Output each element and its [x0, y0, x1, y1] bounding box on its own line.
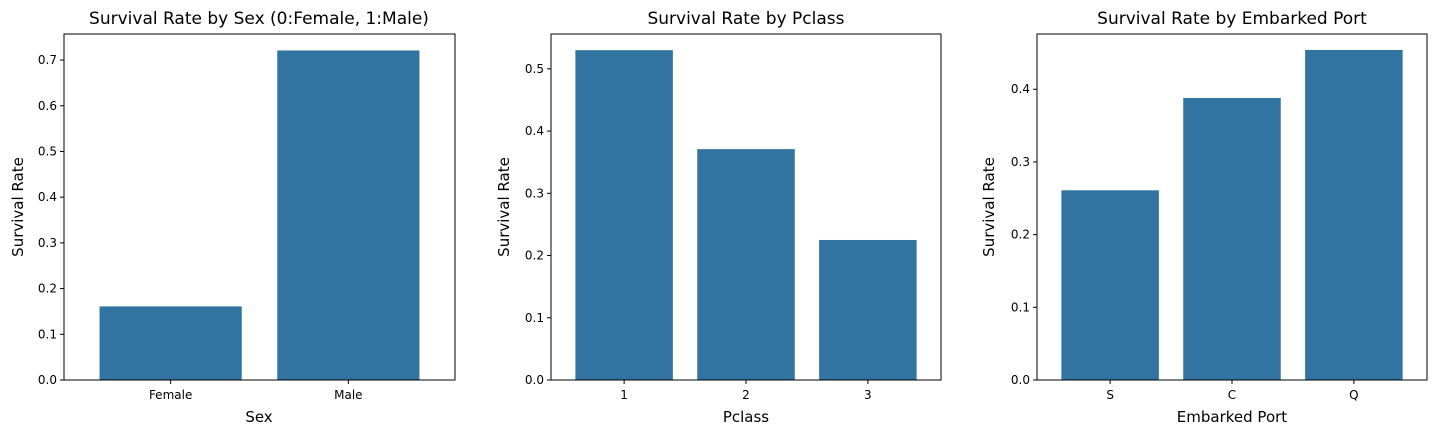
chart-title: Survival Rate by Sex (0:Female, 1:Male) — [89, 9, 429, 29]
bar — [1061, 190, 1159, 380]
bar — [819, 239, 917, 380]
chart-title: Survival Rate by Pclass — [647, 9, 844, 29]
y-tick-label: 0.6 — [38, 99, 57, 113]
chart-title: Survival Rate by Embarked Port — [1097, 9, 1367, 29]
y-tick-label: 0.1 — [38, 327, 57, 341]
plot-area: Female Male 0.0 0.1 0.2 0.3 0.4 0.5 0.6 0.7 — [38, 33, 456, 402]
bar — [1183, 97, 1281, 380]
y-axis-label: Survival Rate — [495, 157, 513, 257]
y-tick-label: 0.0 — [1011, 373, 1030, 387]
y-tick-label: 0.1 — [1011, 300, 1030, 314]
axes-frame — [550, 33, 942, 381]
x-tick-label: S — [1106, 388, 1114, 402]
plot-area: 1 2 3 0.0 0.1 0.2 0.3 0.4 0.5 — [525, 33, 942, 402]
y-tick-label: 0.3 — [38, 236, 57, 250]
x-tick-label: Q — [1349, 388, 1358, 402]
x-tick-label: Female — [149, 388, 192, 402]
x-axis-label: Sex — [245, 408, 272, 426]
x-axis-label: Pclass — [723, 408, 769, 426]
y-tick-label: 0.5 — [525, 62, 544, 76]
bar — [697, 149, 795, 380]
y-tick-label: 0.4 — [525, 124, 544, 138]
x-axis-label: Embarked Port — [1177, 408, 1287, 426]
y-tick-label: 0.2 — [1011, 228, 1030, 242]
x-tick-label: C — [1228, 388, 1236, 402]
bar — [99, 306, 242, 380]
axes-frame — [63, 33, 456, 381]
y-tick-label: 0.2 — [38, 282, 57, 296]
chart-sex: Survival Rate by Sex (0:Female, 1:Male) … — [9, 9, 456, 426]
bar — [277, 50, 420, 380]
y-tick-label: 0.5 — [38, 144, 57, 158]
chart-embarked: Survival Rate by Embarked Port Embarked … — [980, 9, 1428, 426]
y-tick-label: 0.3 — [525, 186, 544, 200]
y-tick-label: 0.2 — [525, 249, 544, 263]
y-axis-label: Survival Rate — [9, 157, 27, 257]
y-tick-label: 0.4 — [38, 190, 57, 204]
y-tick-label: 0.1 — [525, 311, 544, 325]
y-tick-label: 0.4 — [1011, 82, 1030, 96]
axes-frame — [1036, 33, 1428, 381]
y-tick-label: 0.0 — [525, 373, 544, 387]
x-tick-label: Male — [334, 388, 362, 402]
bar — [1305, 49, 1403, 381]
x-tick-label: 3 — [864, 388, 872, 402]
chart-pclass: Survival Rate by Pclass Pclass Survival … — [495, 9, 942, 426]
y-tick-label: 0.3 — [1011, 155, 1030, 169]
plot-area: S C Q 0.0 0.1 0.2 0.3 0.4 — [1011, 33, 1428, 402]
x-tick-label: 1 — [620, 388, 628, 402]
bar — [575, 50, 673, 381]
y-tick-label: 0.7 — [38, 53, 57, 67]
y-tick-label: 0.0 — [38, 373, 57, 387]
x-tick-label: 2 — [742, 388, 750, 402]
y-axis-label: Survival Rate — [980, 157, 998, 257]
